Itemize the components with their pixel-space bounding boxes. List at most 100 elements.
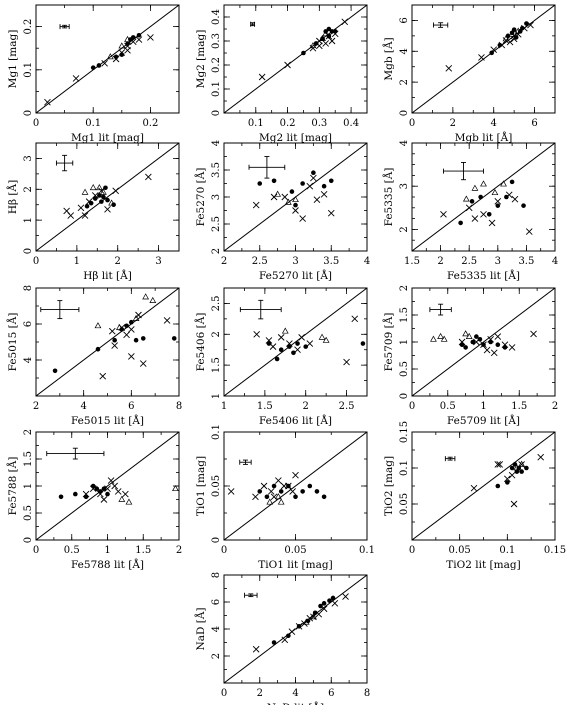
cross-marker bbox=[502, 37, 510, 44]
x-tick-label: 0.1 bbox=[85, 118, 101, 129]
dot-marker bbox=[271, 640, 277, 645]
triangle-marker bbox=[274, 190, 282, 197]
dot-marker bbox=[133, 337, 139, 343]
triangle-marker bbox=[116, 323, 123, 330]
dot-marker bbox=[300, 181, 305, 186]
x-tick-label: 4 bbox=[552, 256, 558, 267]
dot-marker bbox=[101, 194, 106, 200]
dot-marker bbox=[295, 341, 300, 346]
cross-marker bbox=[351, 315, 359, 323]
dot-marker bbox=[301, 50, 306, 56]
y-tick-label: 0.1 bbox=[211, 424, 222, 440]
cross-marker bbox=[270, 193, 278, 201]
triangle-marker bbox=[309, 42, 317, 49]
x-tick-label: 2.5 bbox=[461, 256, 477, 267]
dot-marker bbox=[514, 469, 520, 474]
cross-marker bbox=[294, 346, 301, 354]
triangle-marker bbox=[89, 184, 97, 191]
cross-marker bbox=[494, 198, 502, 205]
y-tick-label: 0.3 bbox=[211, 33, 222, 49]
dot-marker bbox=[105, 197, 110, 203]
x-axis-label: Fe5788 lit [Å] bbox=[71, 557, 144, 571]
x-tick-label: 6 bbox=[531, 118, 537, 129]
x-tick-label: 0 bbox=[221, 545, 227, 556]
y-tick-label: 2.5 bbox=[211, 216, 222, 232]
y-tick-label: 6 bbox=[211, 599, 222, 605]
cross-marker bbox=[328, 37, 336, 45]
y-axis-label: Mg2 [mag] bbox=[195, 30, 207, 89]
dot-marker bbox=[486, 211, 492, 217]
cross-marker bbox=[508, 344, 516, 351]
dot-marker bbox=[300, 489, 305, 494]
y-tick-label: 0 bbox=[211, 110, 222, 116]
dot-marker bbox=[271, 178, 277, 184]
dot-marker bbox=[271, 483, 277, 489]
x-tick-label: 0.2 bbox=[142, 118, 158, 129]
cross-marker bbox=[496, 461, 504, 468]
x-tick-label: 2 bbox=[450, 118, 456, 129]
x-tick-label: 0.4 bbox=[343, 118, 359, 129]
cross-marker bbox=[490, 349, 498, 357]
dot-marker bbox=[509, 465, 515, 471]
dot-marker bbox=[125, 41, 130, 47]
cross-marker bbox=[81, 212, 89, 219]
x-tick-label: 0 bbox=[33, 118, 39, 129]
cross-marker bbox=[494, 461, 502, 468]
cross-marker bbox=[299, 215, 306, 222]
y-tick-label: 4 bbox=[399, 48, 410, 54]
x-tick-label: 4 bbox=[292, 688, 298, 699]
one-to-one-line bbox=[412, 432, 555, 540]
triangle-marker bbox=[440, 335, 448, 342]
one-to-one-line bbox=[224, 575, 367, 683]
cross-marker bbox=[465, 204, 473, 212]
cross-marker bbox=[135, 311, 142, 319]
dot-marker bbox=[516, 465, 522, 471]
cross-marker bbox=[253, 330, 261, 338]
cross-marker bbox=[289, 488, 296, 495]
cross-marker bbox=[124, 47, 131, 54]
dot-marker bbox=[293, 202, 298, 208]
cross-marker bbox=[483, 346, 491, 354]
x-tick-label: 6 bbox=[128, 401, 134, 412]
cross-marker bbox=[123, 331, 130, 339]
triangle-marker bbox=[94, 322, 102, 329]
cross-marker bbox=[306, 182, 314, 190]
x-tick-label: 0 bbox=[33, 545, 39, 556]
y-tick-label: 1.5 bbox=[211, 357, 222, 373]
cross-marker bbox=[525, 228, 533, 235]
x-tick-label: 2.5 bbox=[339, 401, 355, 412]
dot-marker bbox=[511, 27, 517, 32]
dot-marker bbox=[470, 339, 476, 345]
x-tick-label: 3 bbox=[495, 256, 501, 267]
cross-marker bbox=[104, 206, 111, 213]
dot-marker bbox=[73, 491, 78, 497]
cross-marker bbox=[342, 593, 349, 600]
dot-marker bbox=[463, 345, 468, 350]
cross-marker bbox=[108, 327, 116, 335]
triangle-marker bbox=[480, 180, 487, 187]
typical-error-bar bbox=[250, 21, 256, 27]
dot-marker bbox=[320, 36, 325, 41]
cross-marker bbox=[445, 64, 453, 72]
x-tick-label: 2 bbox=[221, 256, 227, 267]
x-tick-label: 0 bbox=[409, 401, 415, 412]
y-tick-label: 3.5 bbox=[211, 162, 222, 178]
one-to-one-line bbox=[224, 432, 367, 540]
x-tick-label: 3.5 bbox=[518, 256, 534, 267]
y-tick-label: 0 bbox=[23, 248, 34, 254]
typical-error-bar bbox=[244, 592, 258, 598]
x-tick-label: 2.5 bbox=[252, 256, 268, 267]
y-tick-label: 3 bbox=[211, 194, 222, 200]
one-to-one-line bbox=[412, 143, 555, 251]
cross-marker bbox=[104, 485, 111, 493]
cross-marker bbox=[488, 219, 496, 227]
cross-marker bbox=[227, 488, 235, 495]
dot-marker bbox=[286, 483, 291, 489]
triangle-marker bbox=[430, 335, 437, 342]
x-tick-label: 0 bbox=[33, 256, 39, 267]
y-tick-label: 0.1 bbox=[23, 62, 34, 78]
x-tick-label: 1.5 bbox=[404, 256, 420, 267]
cross-marker bbox=[267, 488, 275, 495]
y-tick-label: 0.5 bbox=[23, 505, 34, 521]
dot-marker bbox=[278, 489, 284, 494]
